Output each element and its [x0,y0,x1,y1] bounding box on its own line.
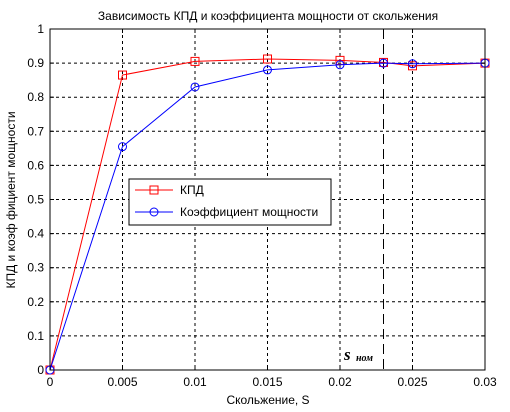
data-point-kpd [190,56,200,66]
legend-marker-power-factor [149,207,159,217]
series-line-1 [49,62,486,371]
y-tick-labels: 0 0.1 0.2 0.3 0.4 0.5 0.6 0.7 0.8 0.9 1 [27,22,44,377]
y-tick-label: 0.1 [27,329,44,343]
y-tick-label: 0.7 [27,124,44,138]
annotation: s ном [343,345,373,364]
x-tick-label: 0.005 [107,375,137,389]
y-tick-label: 0.9 [27,56,44,70]
y-tick-label: 0.4 [27,227,44,241]
x-tick-labels: 0 0.005 0.01 0.015 0.02 0.025 0.03 [47,375,497,389]
x-tick-label: 0.015 [252,375,282,389]
legend: КПД Коэффициент мощности [128,178,332,226]
x-tick-label: 0.025 [397,375,427,389]
data-point-power-factor [263,65,272,75]
data-point-kpd [118,70,127,80]
y-tick-label: 0 [37,363,44,377]
annotation-nom: ном [356,353,373,364]
annotation-s: s [343,345,351,364]
y-tick-label: 0.6 [27,158,44,172]
y-tick-label: 0.8 [27,90,44,104]
x-tick-label: 0.02 [328,375,352,389]
x-axis-label: Скольжение, S [226,393,309,407]
y-tick-label: 1 [37,22,44,36]
y-tick-label: 0.3 [27,261,44,275]
ticks [49,28,486,371]
data-point-power-factor [335,60,345,70]
series-line-0 [49,58,486,371]
data-point-power-factor [408,59,417,69]
y-axis-label: КПД и коэф фициент мощности [4,111,18,288]
data-point-kpd [263,54,272,64]
data-point-power-factor [118,142,127,152]
data-point-power-factor [379,58,388,68]
x-tick-label: 0.03 [473,375,497,389]
legend-box [128,178,332,226]
legend-marker-kpd [149,185,159,195]
x-tick-label: 0.01 [183,375,207,389]
y-tick-label: 0.5 [27,193,44,207]
y-tick-label: 0.2 [27,295,44,309]
legend-label-power-factor: Коэффициент мощности [180,205,318,219]
chart-title: Зависимость КПД и коэффициента мощности … [98,9,438,23]
data-point-power-factor [190,82,200,92]
legend-label-kpd: КПД [180,183,204,197]
x-tick-label: 0 [47,375,54,389]
grid [50,29,485,370]
series-group [45,54,490,375]
